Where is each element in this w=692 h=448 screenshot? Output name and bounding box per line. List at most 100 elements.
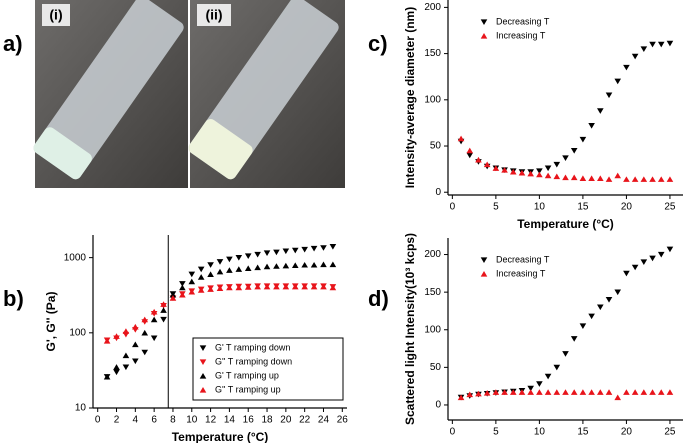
x-tick-label: 15 (577, 202, 589, 213)
y-tick-label: 0 (435, 400, 441, 411)
marker (631, 53, 639, 60)
marker (475, 156, 482, 163)
marker (657, 389, 665, 395)
marker (605, 297, 613, 303)
marker (320, 245, 327, 251)
x-tick-label: 20 (621, 202, 633, 213)
marker (623, 64, 630, 71)
marker (254, 251, 261, 258)
marker (553, 173, 561, 180)
x-tick-label: 8 (170, 415, 176, 426)
marker (226, 256, 233, 263)
marker (544, 389, 552, 395)
x-tick-label: 5 (493, 202, 499, 213)
marker (640, 259, 648, 266)
marker (160, 307, 167, 313)
marker (570, 147, 578, 154)
marker (291, 247, 299, 254)
marker (544, 172, 552, 179)
marker (666, 40, 674, 47)
legend-box (192, 337, 344, 401)
x-tick-label: 10 (534, 427, 546, 438)
marker (263, 283, 271, 290)
photo-label: (i) (49, 7, 62, 23)
y-tick-label: 0 (435, 187, 441, 198)
marker (273, 249, 280, 256)
marker (466, 147, 474, 154)
marker (310, 245, 318, 252)
marker (169, 295, 177, 301)
y-axis-title: G', G'' (Pa) (44, 292, 58, 352)
x-tick-label: 25 (664, 427, 676, 438)
marker (640, 46, 648, 52)
marker (588, 313, 595, 320)
marker (254, 283, 261, 290)
x-axis-title: Temperature (°C) (172, 430, 269, 443)
legend-marker (199, 345, 207, 351)
marker (301, 246, 308, 253)
marker (614, 78, 622, 85)
x-tick-label: 2 (114, 415, 120, 426)
marker (483, 389, 491, 396)
marker (544, 165, 552, 172)
marker (623, 270, 630, 277)
marker (122, 352, 130, 359)
marker (273, 263, 280, 269)
marker (501, 167, 508, 173)
marker (282, 283, 290, 290)
marker (553, 364, 561, 371)
marker (150, 335, 158, 342)
marker (263, 250, 271, 257)
x-tick-label: 0 (450, 427, 456, 438)
photo-label: (ii) (205, 7, 222, 23)
x-tick-label: 0 (450, 202, 456, 213)
marker (666, 389, 674, 395)
x-tick-label: 15 (577, 427, 589, 438)
marker (188, 271, 196, 278)
panel-label: a) (3, 31, 23, 56)
marker (150, 308, 158, 315)
marker (235, 254, 243, 261)
y-tick-label: 50 (430, 141, 442, 152)
y-tick-label: 100 (69, 327, 86, 338)
y-tick-label: 50 (430, 362, 442, 373)
marker (570, 389, 578, 395)
marker (113, 369, 120, 376)
marker (579, 323, 587, 329)
marker (553, 389, 561, 395)
marker (113, 364, 120, 370)
marker (216, 285, 224, 292)
marker (457, 394, 465, 401)
legend-label: Increasing T (496, 30, 546, 40)
legend-label: Decreasing T (496, 16, 550, 26)
legend-marker (480, 271, 488, 277)
y-tick-label: 100 (424, 324, 441, 335)
marker (509, 168, 517, 175)
marker (197, 287, 205, 293)
marker (623, 389, 630, 395)
legend-marker (480, 19, 488, 25)
marker (649, 176, 656, 182)
marker (132, 341, 139, 348)
x-tick-label: 26 (337, 415, 349, 426)
marker (631, 176, 639, 182)
marker (562, 389, 569, 395)
marker (263, 263, 271, 270)
marker (527, 385, 534, 392)
marker (301, 283, 308, 290)
marker (169, 291, 177, 298)
x-tick-label: 6 (151, 415, 157, 426)
marker (597, 304, 604, 311)
marker (244, 253, 252, 260)
legend-label: Increasing T (496, 268, 546, 278)
legend-marker (480, 33, 488, 39)
marker (518, 169, 526, 176)
x-tick-label: 10 (186, 415, 198, 426)
marker (207, 271, 214, 277)
legend-label: G'' T ramping up (215, 384, 281, 394)
x-tick-label: 25 (664, 202, 676, 213)
marker (649, 255, 656, 262)
marker (197, 266, 205, 273)
marker (466, 391, 474, 398)
